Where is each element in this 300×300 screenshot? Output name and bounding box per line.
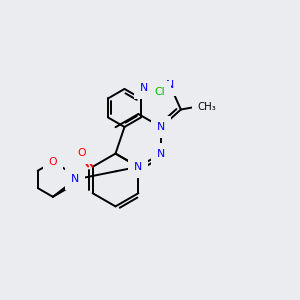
Text: N: N [157,122,165,132]
Text: N: N [166,80,174,90]
Text: N: N [157,122,165,132]
Text: Cl: Cl [154,87,165,98]
Text: N: N [71,174,80,184]
Text: N: N [134,162,142,172]
Text: N: N [140,83,148,93]
Text: O: O [78,148,86,158]
Text: CH₃: CH₃ [198,101,216,112]
Text: O: O [49,157,57,167]
Text: N: N [157,148,165,159]
